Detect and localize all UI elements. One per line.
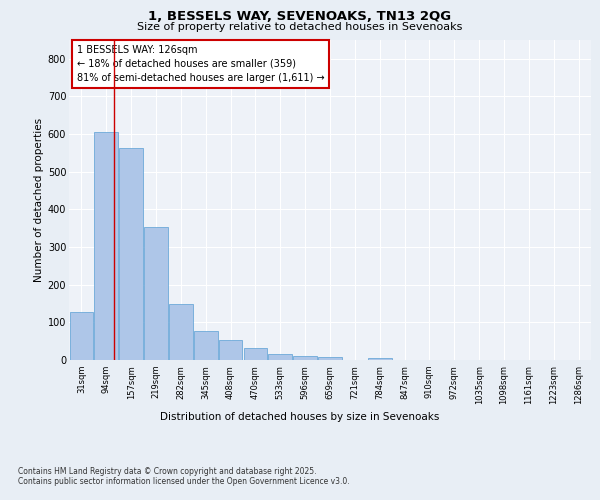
Y-axis label: Number of detached properties: Number of detached properties: [34, 118, 44, 282]
Text: Contains public sector information licensed under the Open Government Licence v3: Contains public sector information licen…: [18, 478, 350, 486]
Bar: [219, 340, 242, 360]
Bar: [244, 348, 267, 360]
Bar: [318, 357, 342, 360]
Bar: [268, 354, 292, 360]
Bar: [169, 304, 193, 360]
Bar: [194, 330, 218, 360]
Bar: [368, 358, 392, 360]
Text: Contains HM Land Registry data © Crown copyright and database right 2025.: Contains HM Land Registry data © Crown c…: [18, 468, 317, 476]
Bar: [144, 228, 168, 360]
Bar: [119, 148, 143, 360]
Text: 1 BESSELS WAY: 126sqm
← 18% of detached houses are smaller (359)
81% of semi-det: 1 BESSELS WAY: 126sqm ← 18% of detached …: [77, 45, 325, 83]
Bar: [293, 356, 317, 360]
Bar: [94, 132, 118, 360]
Bar: [70, 312, 93, 360]
Text: 1, BESSELS WAY, SEVENOAKS, TN13 2QG: 1, BESSELS WAY, SEVENOAKS, TN13 2QG: [148, 10, 452, 23]
Text: Size of property relative to detached houses in Sevenoaks: Size of property relative to detached ho…: [137, 22, 463, 32]
Text: Distribution of detached houses by size in Sevenoaks: Distribution of detached houses by size …: [160, 412, 440, 422]
